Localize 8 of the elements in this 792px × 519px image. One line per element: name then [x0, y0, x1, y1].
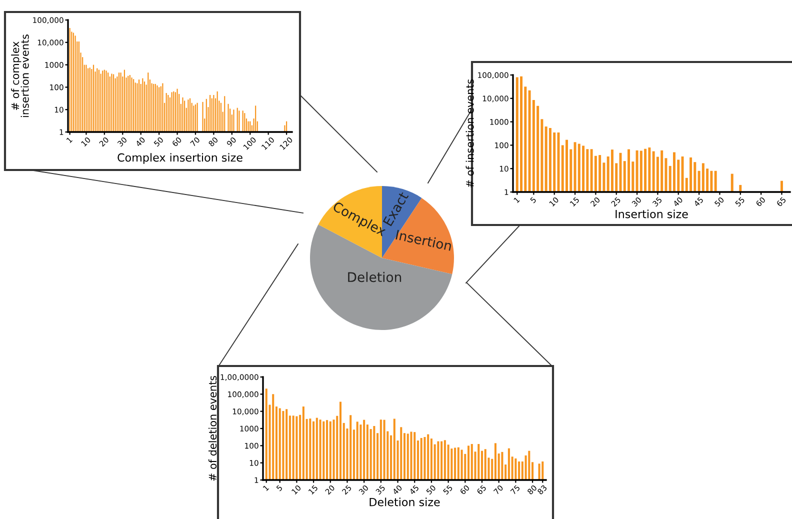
- x-axis-title: Complex insertion size: [118, 153, 242, 164]
- x-axis-title: Insertion size: [616, 210, 688, 218]
- y-axis-title: # of complex insertion events: [11, 34, 29, 118]
- slice-label: Deletion: [348, 272, 402, 282]
- x-axis-title: Deletion size: [370, 498, 440, 506]
- slice-label: Insertion: [396, 229, 452, 251]
- y-axis-title: # of deletion events: [208, 376, 217, 481]
- y-axis-title: # of insertion events: [466, 79, 474, 188]
